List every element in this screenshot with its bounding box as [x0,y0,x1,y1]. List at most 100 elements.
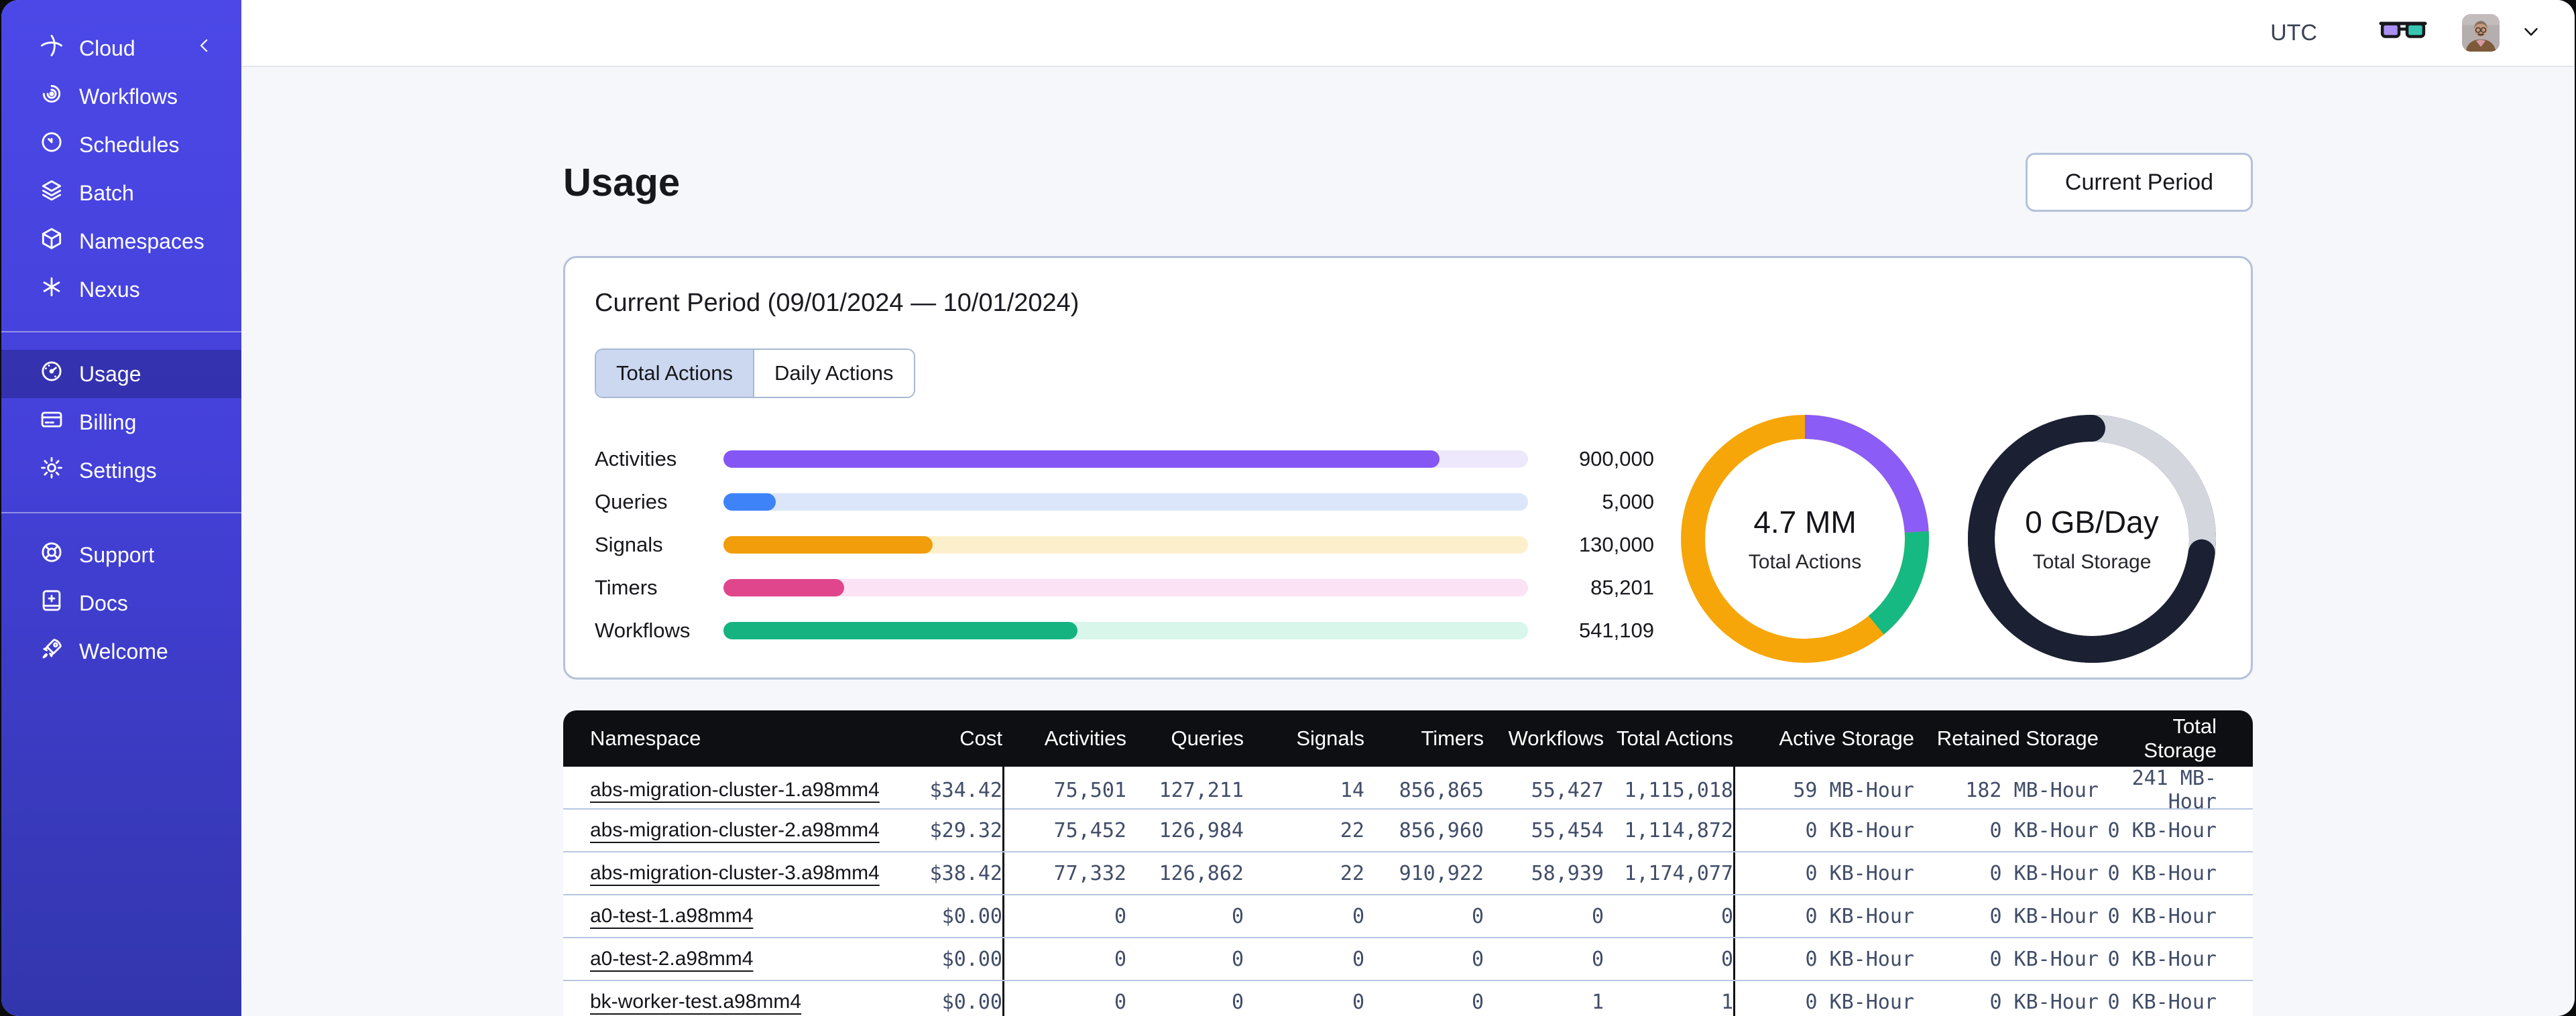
cell-total-actions: 1,174,077 [1624,861,1733,885]
bar-label: Activities [595,447,677,470]
table-body: abs-migration-cluster-1.a98mm4 $34.42 75,5… [563,767,2253,1016]
sidebar-item-settings[interactable]: Settings [1,446,241,495]
cell-retained-storage: 0 KB-Hour [1989,947,2099,971]
welcome-icon [39,636,64,667]
table-row: abs-migration-cluster-2.a98mm4 $29.32 75,4… [563,810,2253,852]
sidebar-brand-label: Cloud [79,36,135,60]
sidebar-item-label: Welcome [79,639,168,663]
cell-retained-storage: 0 KB-Hour [1989,818,2099,842]
sidebar-divider [1,331,241,332]
namespace-link[interactable]: a0-test-1.a98mm4 [590,905,754,927]
sidebar-item-label: Docs [79,590,128,615]
sidebar-item-label: Workflows [79,84,178,109]
cell-retained-storage: 182 MB-Hour [1965,778,2099,802]
chevron-down-icon [2520,27,2542,46]
sidebar-item-label: Batch [79,180,134,205]
column-header-total-actions: Total Actions [1616,726,1733,750]
cell-activities: 0 [1002,895,1126,937]
cell-cost: $0.00 [941,990,1002,1014]
table-row: bk-worker-test.a98mm4 $0.00 0 0 0 0 1 1 0 KB-Hou… [563,981,2253,1016]
namespace-link[interactable]: abs-migration-cluster-1.a98mm4 [590,779,880,801]
sidebar-brand-cloud[interactable]: Cloud [1,24,241,72]
sidebar-item-label: Usage [79,361,141,386]
bar-track [723,536,1528,554]
actions-view-tabs: Total Actions Daily Actions [595,348,915,398]
cell-active-storage: 0 KB-Hour [1733,895,1914,937]
sidebar-item-batch[interactable]: Batch [1,169,241,217]
billing-icon [39,407,64,438]
namespace-link[interactable]: abs-migration-cluster-3.a98mm4 [590,862,880,884]
period-selector-button[interactable]: Current Period [2025,153,2253,212]
cell-timers: 0 [1471,947,1484,971]
bar-label: Signals [595,533,663,556]
cell-active-storage: 0 KB-Hour [1733,810,1914,851]
feedback-glasses-button[interactable] [2379,20,2427,46]
actions-bar-chart: Activities 900,000 Queries 5,000 Signals 130,… [595,447,1665,661]
cell-signals: 0 [1352,990,1364,1014]
bar-row-workflows: Workflows 541,109 [595,619,1665,642]
avatar[interactable] [2462,14,2500,52]
bar-track [723,622,1528,639]
tab-daily-actions[interactable]: Daily Actions [753,350,914,397]
bar-track [723,493,1528,511]
sidebar-item-workflows[interactable]: Workflows [1,72,241,121]
column-header-namespace: Namespace [590,726,701,750]
batch-icon [39,178,64,208]
cell-active-storage: 59 MB-Hour [1733,767,1914,814]
sidebar-item-usage[interactable]: Usage [1,350,241,398]
user-menu-button[interactable] [2520,20,2542,46]
bar-row-activities: Activities 900,000 [595,447,1665,470]
timezone-label: UTC [2270,19,2317,46]
cell-queries: 126,984 [1159,818,1244,842]
period-selector-label: Current Period [2064,169,2213,195]
cell-signals: 0 [1352,904,1364,928]
sidebar-item-schedules[interactable]: Schedules [1,121,241,169]
main-area: Usage Current Period Current Period (09/… [241,68,2575,1016]
tab-total-actions[interactable]: Total Actions [596,350,754,397]
column-header-queries: Queries [1171,726,1244,750]
bar-fill [723,493,776,511]
table-row: a0-test-1.a98mm4 $0.00 0 0 0 0 0 0 0 KB-Hour 0 KB… [563,895,2253,938]
sidebar-item-billing[interactable]: Billing [1,398,241,446]
cell-activities: 0 [1002,981,1126,1016]
cell-total-storage: 0 KB-Hour [2107,947,2217,971]
sidebar-divider [1,512,241,513]
cell-namespace: bk-worker-test.a98mm4 [563,981,898,1016]
cell-total-storage: 241 MB-Hour [2131,767,2217,814]
cell-timers: 856,960 [1399,818,1484,842]
namespace-link[interactable]: a0-test-2.a98mm4 [590,948,754,970]
cell-total-actions: 1,114,872 [1624,818,1733,842]
cell-namespace: abs-migration-cluster-3.a98mm4 [563,852,898,894]
cell-activities: 77,332 [1002,852,1126,894]
timezone-picker[interactable]: UTC [2260,19,2341,55]
column-header-activities: Activities [1044,726,1126,750]
sidebar-item-label: Support [79,542,155,567]
namespace-link[interactable]: abs-migration-cluster-2.a98mm4 [590,819,880,841]
sidebar: Cloud Workflows Schedules Batch Namespaces N… [1,0,241,1016]
cell-timers: 0 [1471,904,1484,928]
sidebar-item-docs[interactable]: Docs [1,579,241,627]
bar-row-queries: Queries 5,000 [595,490,1665,513]
donut-center-label: Total Storage [2032,551,2152,573]
sidebar-item-label: Settings [79,458,157,483]
cell-activities: 0 [1002,938,1126,980]
sidebar-item-namespaces[interactable]: Namespaces [1,217,241,265]
sidebar-item-support[interactable]: Support [1,531,241,579]
column-header-workflows: Workflows [1508,726,1604,750]
cell-active-storage: 0 KB-Hour [1733,852,1914,894]
namespace-usage-table: Namespace Cost Activities Queries Signals Tim… [563,710,2253,1016]
cell-active-storage: 0 KB-Hour [1733,981,1914,1016]
sidebar-item-welcome[interactable]: Welcome [1,627,241,676]
column-header-active-storage: Active Storage [1779,726,1914,750]
cell-workflows: 58,939 [1531,861,1604,885]
sidebar-item-label: Namespaces [79,229,204,253]
cell-workflows: 0 [1591,947,1604,971]
sidebar-collapse-button[interactable] [194,36,215,61]
usage-summary-card: Current Period (09/01/2024 — 10/01/2024)… [563,256,2253,680]
cell-cost: $29.32 [929,818,1002,842]
sidebar-item-nexus[interactable]: Nexus [1,265,241,314]
namespace-link[interactable]: bk-worker-test.a98mm4 [590,991,802,1013]
cell-total-storage: 0 KB-Hour [2107,861,2217,885]
cell-retained-storage: 0 KB-Hour [1989,904,2099,928]
bar-track [723,450,1528,468]
